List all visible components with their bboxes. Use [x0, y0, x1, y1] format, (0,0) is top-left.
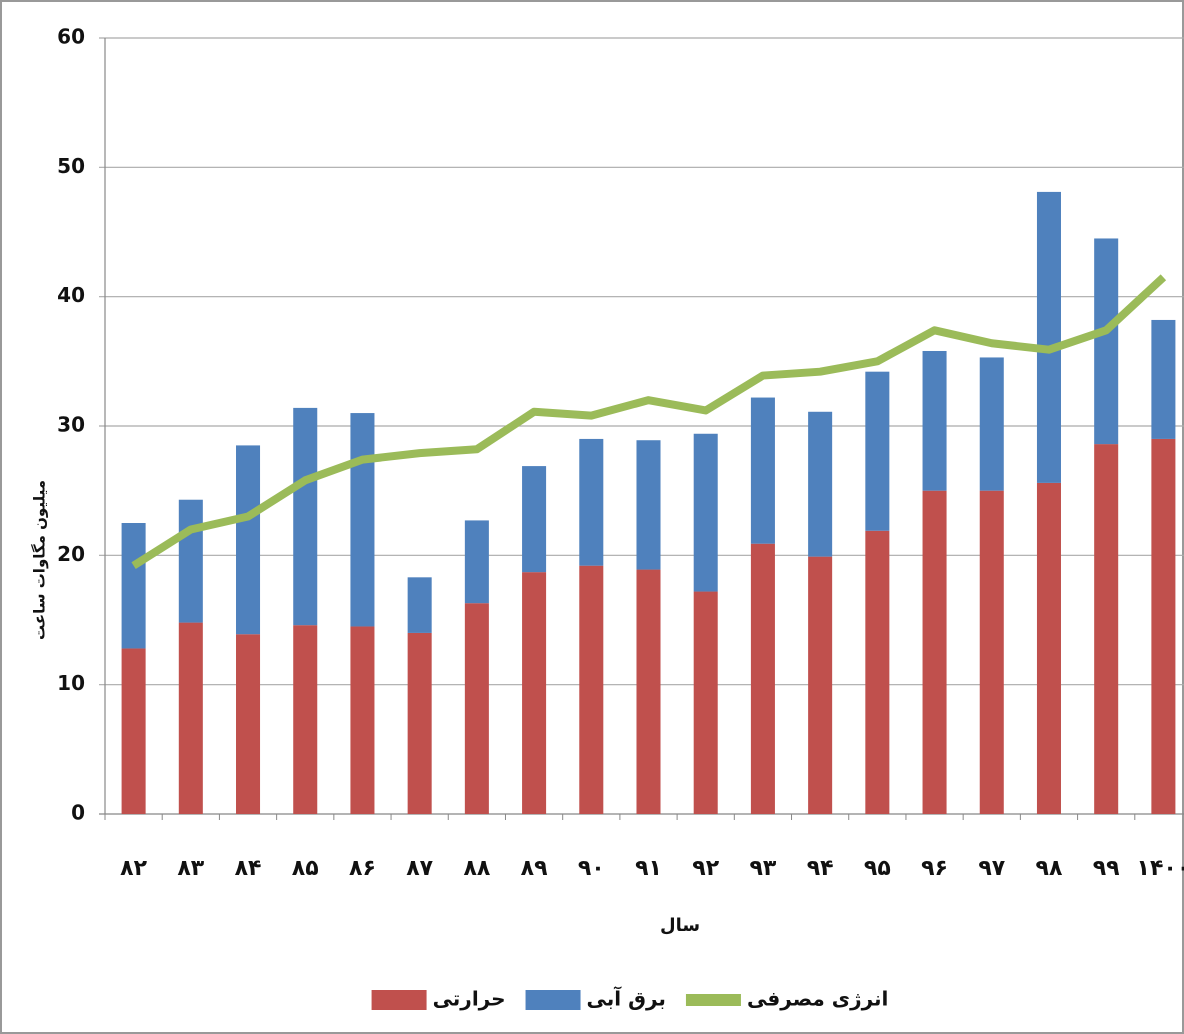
bar	[636, 440, 661, 570]
bar	[236, 634, 261, 814]
bar	[121, 523, 146, 649]
y-tick-label: 20	[57, 542, 85, 566]
bar	[1151, 438, 1176, 814]
x-tick-label: ۸۳	[177, 856, 204, 881]
bar	[407, 577, 432, 633]
bar	[1094, 444, 1119, 814]
x-tick-label: ۹۳	[749, 856, 776, 881]
legend-label: حرارتی	[433, 987, 506, 1011]
x-tick-label: ۹۴	[807, 856, 834, 881]
line	[131, 274, 1167, 570]
y-tick-label: 50	[57, 154, 85, 178]
bar	[693, 591, 718, 814]
bar	[178, 622, 203, 814]
x-tick-label: ۹۷	[978, 856, 1005, 881]
x-tick-label: ۹۶	[921, 856, 948, 881]
legend-swatch	[525, 990, 581, 1010]
bar	[350, 413, 375, 627]
bar	[808, 556, 833, 814]
x-tick-label: ۹۲	[692, 856, 719, 881]
bar	[922, 490, 947, 814]
bar	[808, 411, 833, 557]
bar	[979, 357, 1004, 491]
bar	[522, 572, 547, 814]
x-tick-label: ۹۰	[578, 856, 605, 881]
bar	[865, 530, 890, 814]
bar	[178, 499, 203, 623]
x-tick-label: ۸۵	[292, 856, 319, 881]
bar	[121, 648, 146, 814]
legend-swatch	[371, 990, 427, 1010]
y-tick-label: 10	[57, 671, 85, 695]
bar	[693, 433, 718, 592]
bar	[750, 397, 775, 544]
x-tick-label: ۸۹	[521, 856, 548, 881]
bar	[1094, 238, 1119, 445]
y-tick-label: 60	[57, 25, 85, 49]
x-tick-label: ۸۶	[349, 856, 376, 881]
bar	[236, 445, 261, 635]
bar	[1036, 482, 1061, 814]
y-tick-label: 0	[71, 801, 85, 825]
x-tick-label: ۸۴	[235, 856, 262, 881]
bar	[464, 520, 489, 604]
legend-swatch	[685, 994, 741, 1006]
bar	[1151, 319, 1176, 439]
bar	[1036, 191, 1061, 483]
y-tick-label: 30	[57, 413, 85, 437]
bar	[293, 625, 318, 814]
bar	[636, 569, 661, 814]
x-tick-label: ۸۷	[406, 856, 433, 881]
y-tick-label: 40	[57, 283, 85, 307]
bar	[464, 603, 489, 814]
legend-label: انرژی مصرفی	[747, 987, 888, 1011]
bar	[750, 543, 775, 814]
bar	[350, 626, 375, 814]
x-tick-label: ۹۵	[864, 856, 891, 881]
bar	[579, 438, 604, 566]
bar	[579, 565, 604, 814]
bar	[407, 632, 432, 814]
y-axis-title: میلیون مگاوات ساعت	[31, 480, 49, 640]
bar	[522, 466, 547, 573]
x-tick-label: ۸۲	[120, 856, 147, 881]
bar	[979, 490, 1004, 814]
x-tick-label: ۹۱	[635, 856, 662, 881]
bar	[293, 407, 318, 626]
x-axis-title: سال	[660, 915, 700, 936]
bar	[922, 350, 947, 491]
legend-label: برق آبی	[587, 986, 666, 1011]
x-tick-label: ۹۹	[1093, 856, 1120, 881]
x-tick-label: ۹۸	[1036, 856, 1063, 881]
bar	[865, 371, 890, 531]
x-tick-label: ۱۴۰۰	[1137, 856, 1184, 881]
x-tick-label: ۸۸	[463, 856, 490, 881]
